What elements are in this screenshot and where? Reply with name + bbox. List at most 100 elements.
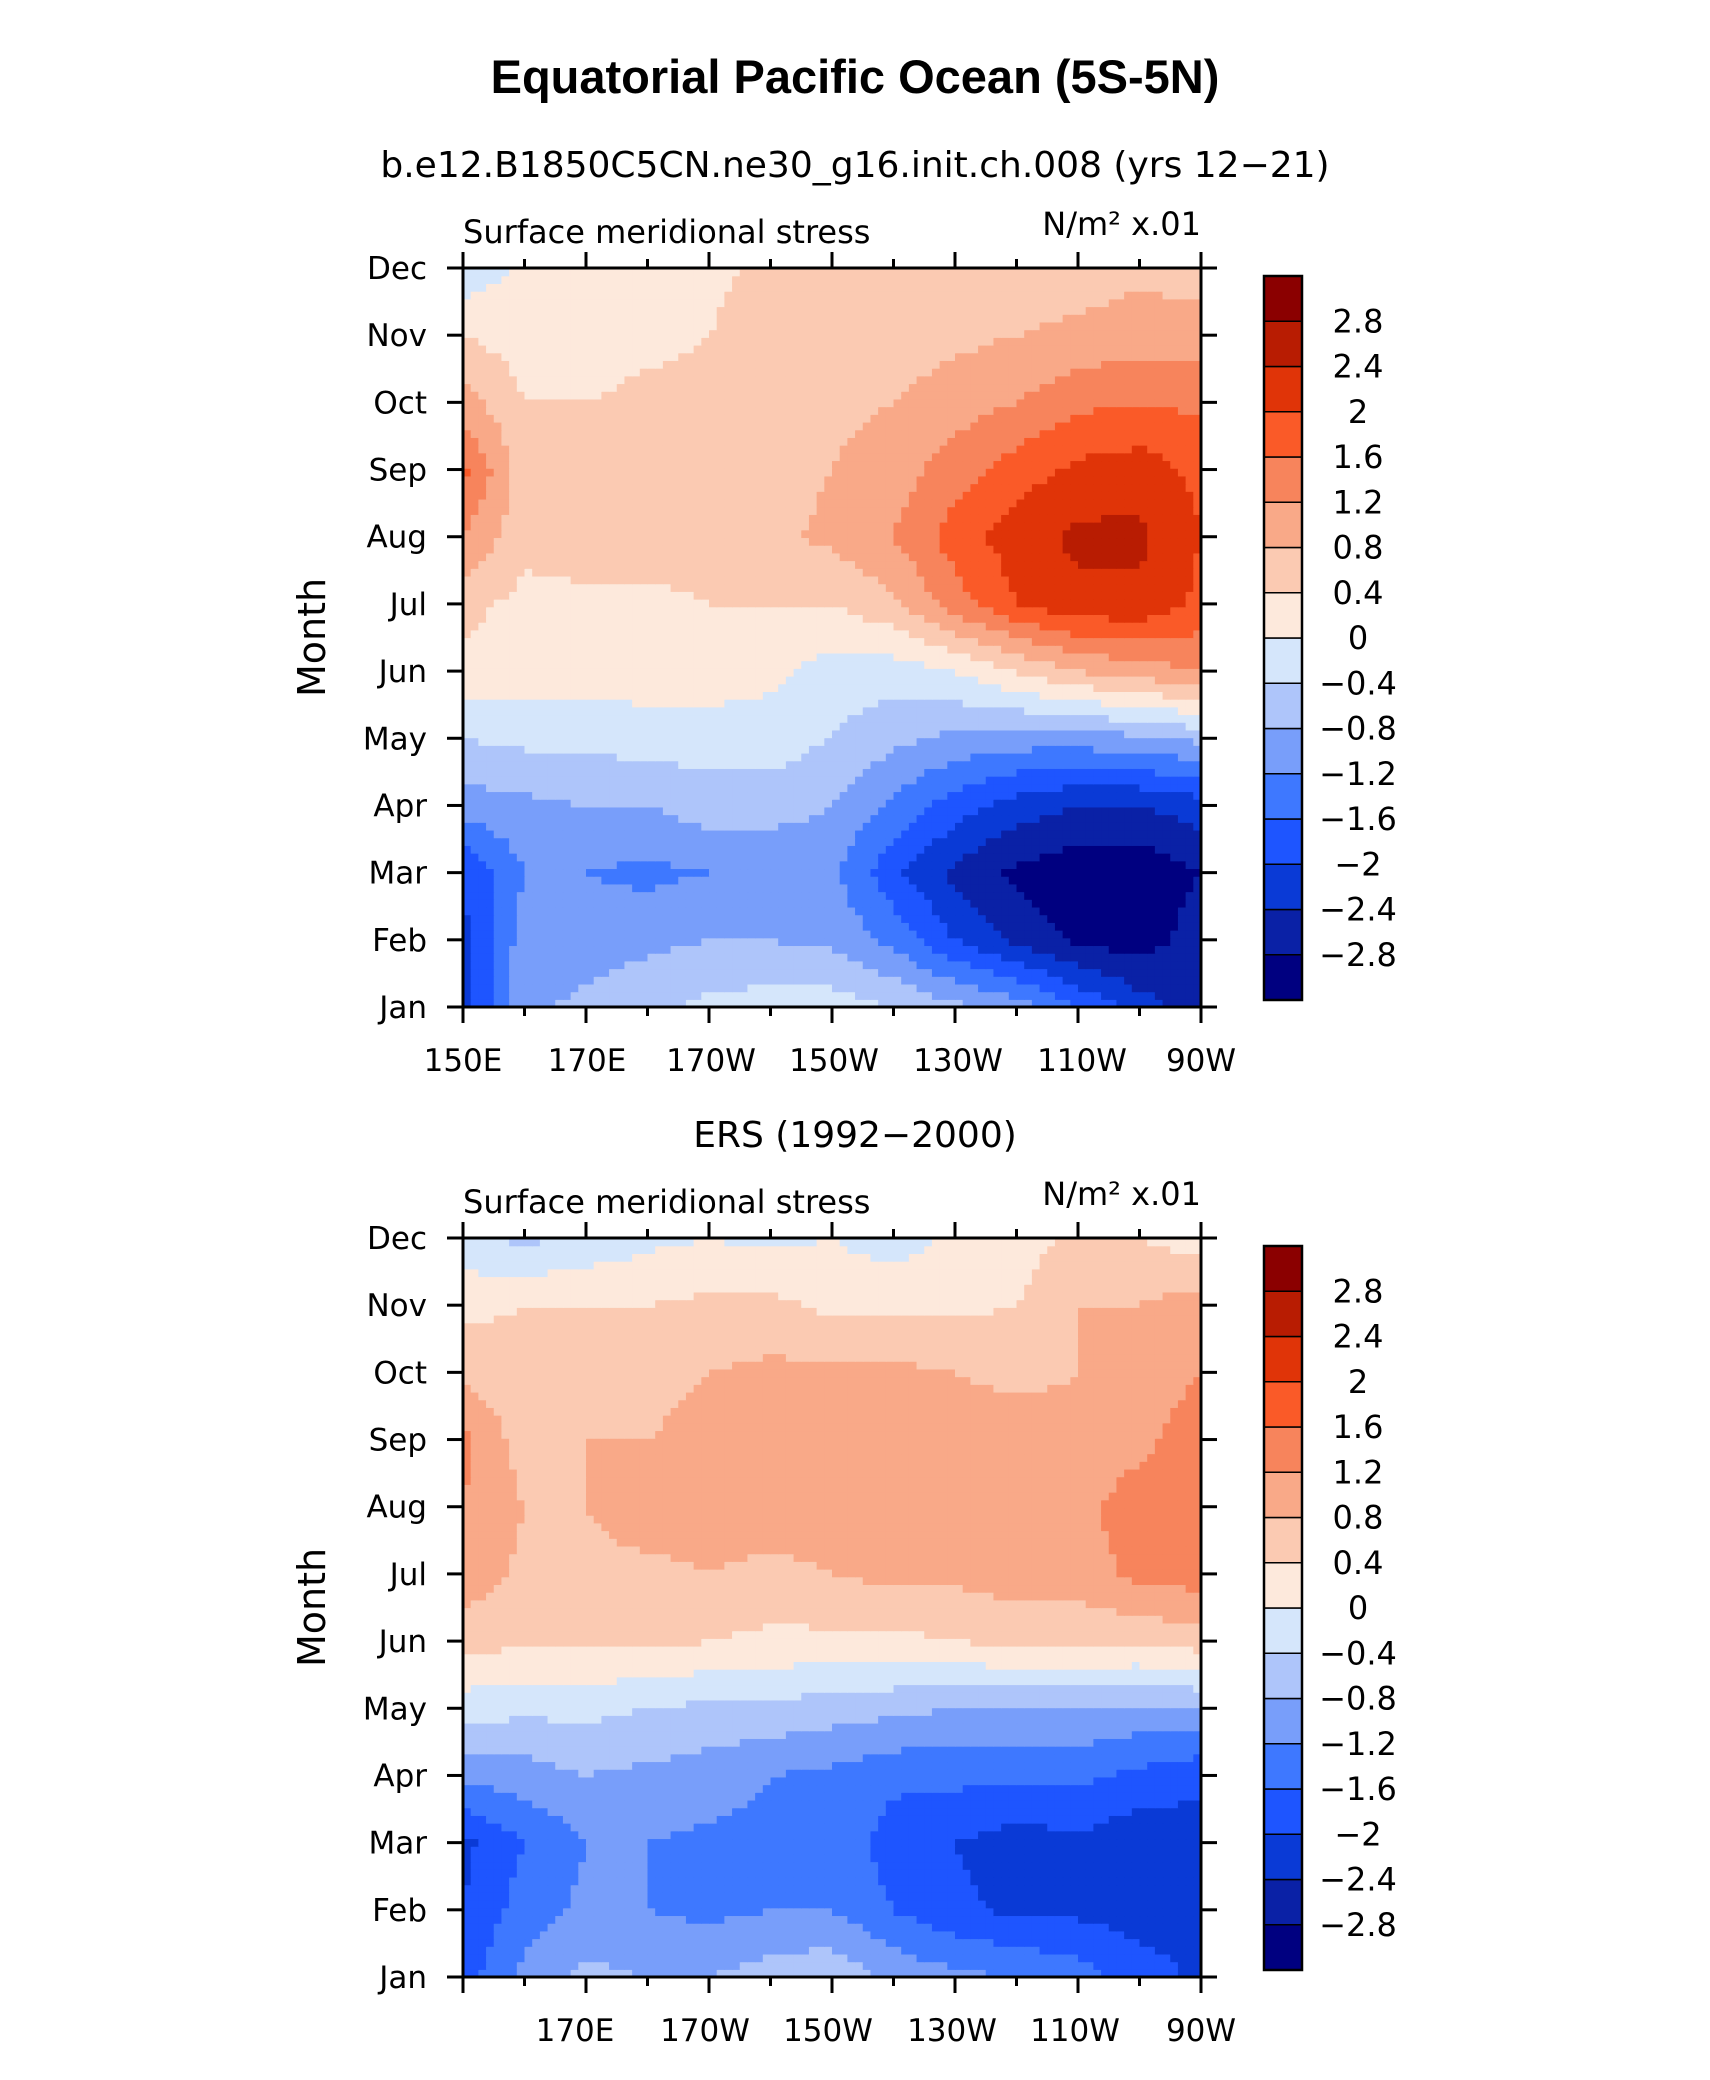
contour-cell <box>1140 830 1148 838</box>
contour-cell <box>763 730 771 738</box>
contour-cell <box>832 676 840 684</box>
contour-cell <box>555 768 563 776</box>
contour-cell <box>847 984 855 992</box>
contour-cell <box>747 714 755 722</box>
contour-cell <box>471 761 479 769</box>
contour-cell <box>732 930 740 938</box>
contour-cell <box>1147 738 1155 746</box>
contour-cell <box>809 907 817 915</box>
contour-cell <box>1009 661 1017 669</box>
contour-cell <box>924 853 932 861</box>
contour-cell <box>901 938 909 946</box>
contour-cell <box>563 761 571 769</box>
contour-cell <box>1078 938 1086 946</box>
contour-cell <box>663 992 671 1000</box>
contour-cell <box>601 845 609 853</box>
contour-cell <box>501 630 509 638</box>
contour-cell <box>694 730 702 738</box>
contour-cell <box>617 676 625 684</box>
contour-cell <box>978 799 986 807</box>
contour-cell <box>947 876 955 884</box>
contour-cell <box>694 630 702 638</box>
contour-cell <box>594 930 602 938</box>
contour-cell <box>909 984 917 992</box>
contour-cell <box>1147 976 1155 984</box>
contour-cell <box>870 784 878 792</box>
contour-cell <box>1155 861 1163 869</box>
contour-cell <box>755 707 763 715</box>
contour-cell <box>993 838 1001 846</box>
contour-cell <box>594 899 602 907</box>
contour-cell <box>1186 899 1194 907</box>
contour-cell <box>694 899 702 907</box>
contour-cell <box>1116 784 1124 792</box>
contour-cell <box>655 745 663 753</box>
contour-cell <box>863 676 871 684</box>
contour-cell <box>1055 945 1063 953</box>
contour-cell <box>1001 830 1009 838</box>
contour-cell <box>532 945 540 953</box>
contour-cell <box>471 776 479 784</box>
contour-cell <box>1116 868 1124 876</box>
contour-cell <box>1155 707 1163 715</box>
contour-cell <box>1109 861 1117 869</box>
contour-cell <box>555 699 563 707</box>
contour-cell <box>532 638 540 646</box>
contour-cell <box>801 684 809 692</box>
contour-cell <box>1009 884 1017 892</box>
contour-cell <box>1001 745 1009 753</box>
contour-cell <box>1163 714 1171 722</box>
contour-cell <box>578 699 586 707</box>
contour-cell <box>678 868 686 876</box>
contour-cell <box>947 676 955 684</box>
contour-cell <box>901 730 909 738</box>
contour-cell <box>717 714 725 722</box>
contour-cell <box>1147 892 1155 900</box>
contour-cell <box>501 922 509 930</box>
contour-cell <box>993 684 1001 692</box>
contour-cell <box>947 653 955 661</box>
contour-cell <box>817 714 825 722</box>
contour-cell <box>517 668 525 676</box>
contour-cell <box>494 969 502 977</box>
contour-cell <box>801 853 809 861</box>
contour-cell <box>471 668 479 676</box>
contour-cell <box>632 684 640 692</box>
contour-cell <box>1047 907 1055 915</box>
contour-cell <box>794 607 802 615</box>
contour-cell <box>701 807 709 815</box>
contour-cell <box>870 961 878 969</box>
contour-cell <box>555 707 563 715</box>
contour-cell <box>617 714 625 722</box>
contour-cell <box>632 707 640 715</box>
contour-cell <box>886 661 894 669</box>
contour-cell <box>963 853 971 861</box>
contour-cell <box>771 868 779 876</box>
contour-cell <box>940 684 948 692</box>
contour-cell <box>525 853 533 861</box>
contour-cell <box>1070 868 1078 876</box>
contour-cell <box>501 661 509 669</box>
contour-cell <box>517 868 525 876</box>
contour-cell <box>870 922 878 930</box>
contour-cell <box>586 930 594 938</box>
contour-cell <box>963 653 971 661</box>
contour-cell <box>517 753 525 761</box>
contour-cell <box>571 622 579 630</box>
contour-cell <box>548 830 556 838</box>
contour-cell <box>801 884 809 892</box>
contour-cell <box>601 668 609 676</box>
contour-cell <box>855 868 863 876</box>
contour-cell <box>763 738 771 746</box>
contour-cell <box>963 815 971 823</box>
contour-cell <box>617 992 625 1000</box>
contour-cell <box>993 776 1001 784</box>
contour-cell <box>478 753 486 761</box>
contour-cell <box>709 614 717 622</box>
contour-cell <box>955 614 963 622</box>
contour-cell <box>509 969 517 977</box>
contour-cell <box>509 761 517 769</box>
contour-cell <box>1147 730 1155 738</box>
contour-cell <box>947 730 955 738</box>
contour-cell <box>963 884 971 892</box>
